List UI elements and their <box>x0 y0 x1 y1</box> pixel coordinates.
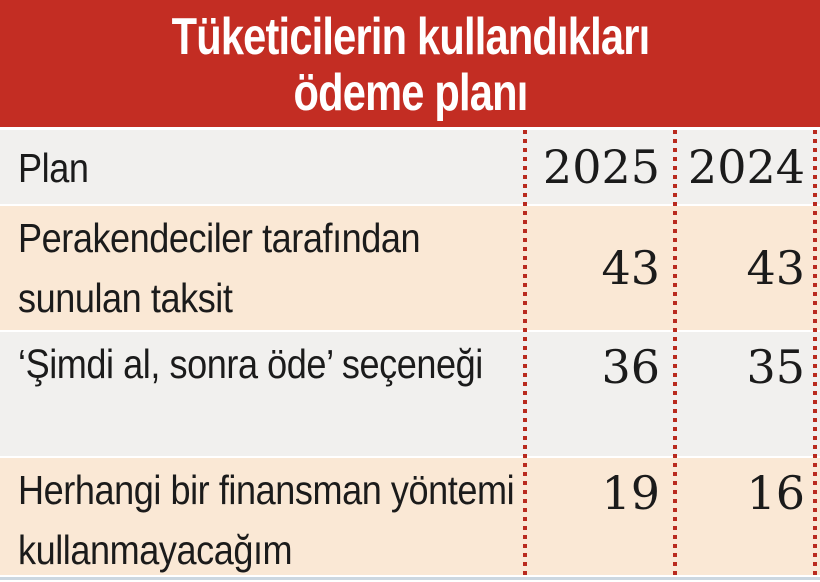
column-divider-dotted-line <box>523 130 527 575</box>
table-row: Perakendeciler tarafından sunulan taksit… <box>0 204 820 330</box>
value-2024: 35 <box>746 340 805 394</box>
column-header-plan: Plan <box>0 130 525 204</box>
column-divider-dotted-line <box>813 130 817 575</box>
column-divider-dotted-line <box>673 130 677 575</box>
title-line-1: Tüketicilerin kullandıkları <box>171 8 650 66</box>
plan-label: Herhangi bir finansman yöntemi kullanmay… <box>18 467 515 573</box>
title-banner: Tüketicilerin kullandıkları ödeme planı <box>0 0 820 127</box>
value-2024: 16 <box>746 466 805 520</box>
table-row: Herhangi bir finansman yöntemi kullanmay… <box>0 456 820 575</box>
value-2025: 43 <box>601 241 660 295</box>
payment-plan-table: Plan 2025 2024 Perakendeciler tarafından… <box>0 130 820 575</box>
column-header-2024: 2024 <box>687 140 805 194</box>
plan-label: ‘Şimdi al, sonra öde’ seçeneği <box>18 341 483 387</box>
plan-cell: Herhangi bir finansman yöntemi kullanmay… <box>0 458 525 575</box>
column-header-2025: 2025 <box>542 140 660 194</box>
column-header-plan-label: Plan <box>18 145 89 191</box>
plan-label: Perakendeciler tarafından sunulan taksit <box>18 215 421 321</box>
value-2025: 36 <box>601 340 660 394</box>
table-header-row: Plan 2025 2024 <box>0 130 820 204</box>
plan-cell: Perakendeciler tarafından sunulan taksit <box>0 206 525 330</box>
table-row: ‘Şimdi al, sonra öde’ seçeneği 36 35 <box>0 330 820 456</box>
title-line-2: ödeme planı <box>293 64 528 122</box>
value-2025: 19 <box>601 466 660 520</box>
bottom-rule <box>0 577 820 580</box>
value-2024: 43 <box>746 241 805 295</box>
plan-cell: ‘Şimdi al, sonra öde’ seçeneği <box>0 332 525 456</box>
